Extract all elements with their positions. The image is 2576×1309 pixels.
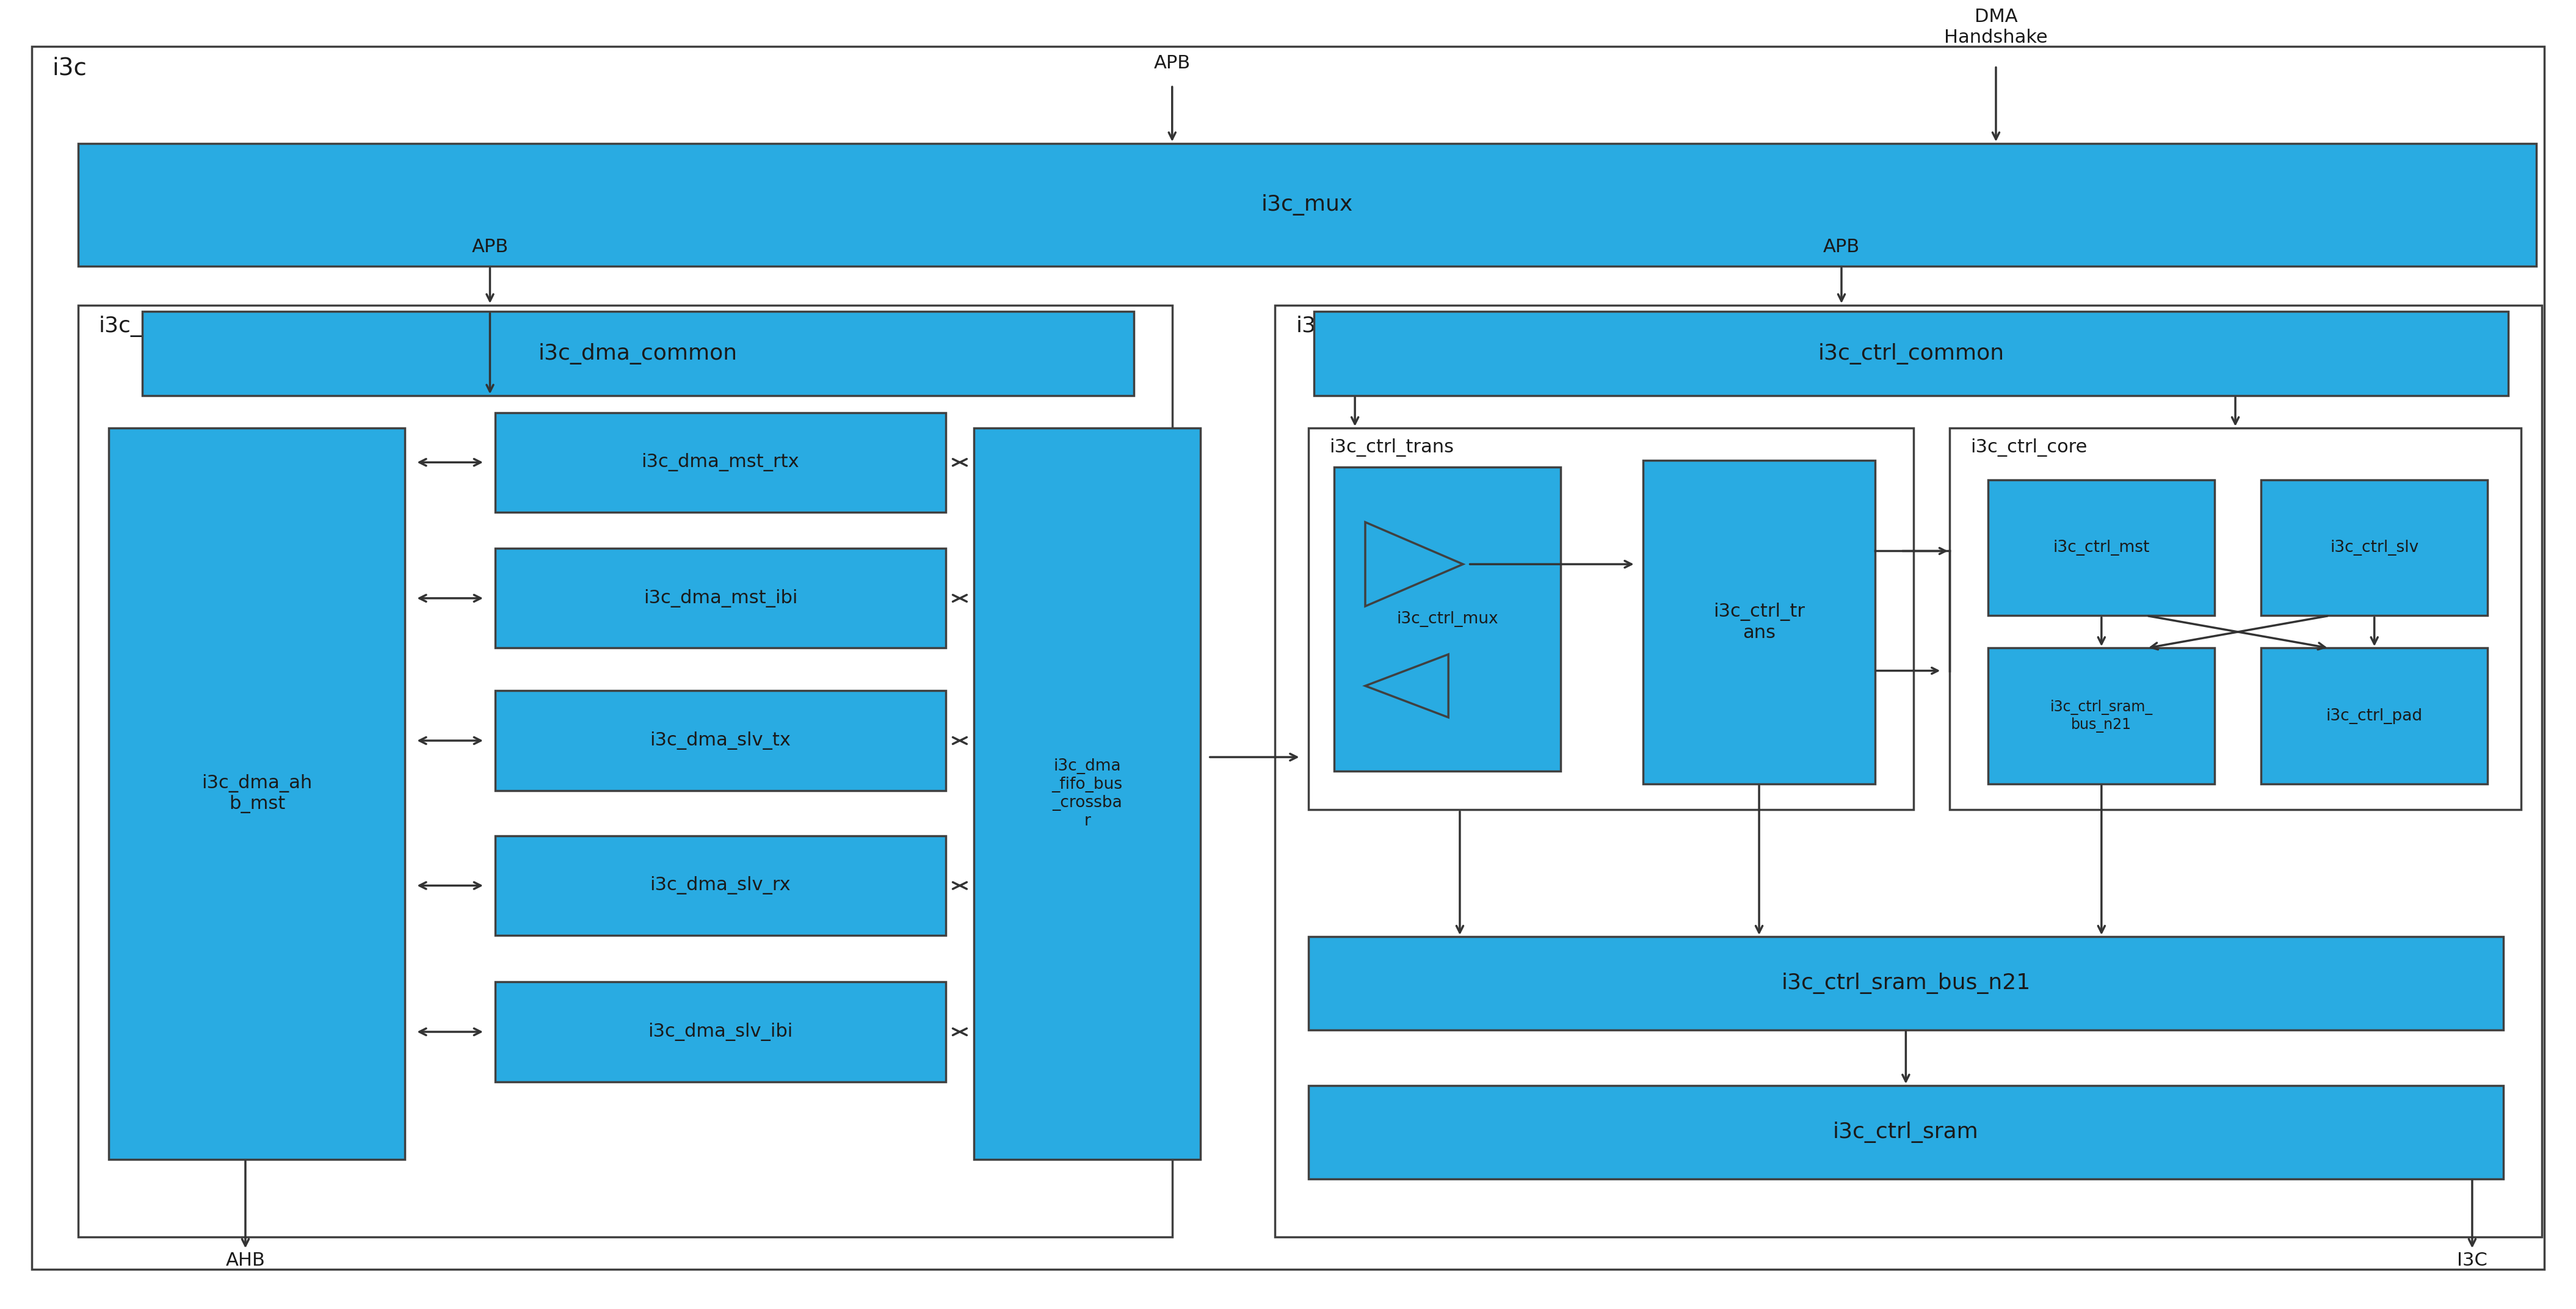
Bar (495, 691, 945, 791)
Bar (77, 305, 1172, 1237)
Bar (495, 982, 945, 1081)
Text: i3c: i3c (52, 56, 88, 80)
Bar (108, 428, 404, 1160)
Text: i3c_dma_ah
b_mst: i3c_dma_ah b_mst (201, 774, 312, 813)
Bar (1309, 937, 2504, 1030)
Text: i3c_dma_slv_ibi: i3c_dma_slv_ibi (649, 1022, 793, 1041)
Bar (495, 412, 945, 512)
Text: i3c_dma: i3c_dma (98, 315, 191, 336)
Text: i3c_ctrl_pad: i3c_ctrl_pad (2326, 708, 2421, 724)
Text: i3c_dma_slv_tx: i3c_dma_slv_tx (649, 732, 791, 750)
Bar (1334, 467, 1561, 771)
Bar (1989, 648, 2215, 784)
Text: i3c_mux: i3c_mux (1262, 194, 1352, 216)
Bar (1314, 312, 2509, 395)
Bar (1309, 1085, 2504, 1178)
Bar (495, 835, 945, 936)
Bar (1950, 428, 2522, 810)
Bar (495, 548, 945, 648)
Bar (2262, 648, 2488, 784)
Text: i3c_dma_mst_rtx: i3c_dma_mst_rtx (641, 453, 799, 471)
Text: i3c_ctrl_trans: i3c_ctrl_trans (1329, 439, 1453, 457)
Text: AHB: AHB (227, 1251, 265, 1270)
Bar (1309, 428, 1914, 810)
Text: APB: APB (471, 238, 507, 255)
Text: i3c_ctrl_sram_bus_n21: i3c_ctrl_sram_bus_n21 (1780, 973, 2030, 994)
Text: i3c_ctrl_tr
ans: i3c_ctrl_tr ans (1713, 602, 1806, 641)
Text: i3c_ctrl_sram: i3c_ctrl_sram (1834, 1122, 1978, 1143)
Bar (1275, 305, 2543, 1237)
Bar (142, 312, 1133, 395)
Text: APB: APB (1154, 55, 1190, 72)
Bar (974, 428, 1200, 1160)
Bar (1989, 480, 2215, 615)
Text: i3c_dma_slv_rx: i3c_dma_slv_rx (649, 877, 791, 895)
Text: i3c_dma_mst_ibi: i3c_dma_mst_ibi (644, 589, 799, 607)
Text: i3c_dma_common: i3c_dma_common (538, 343, 737, 364)
Polygon shape (1365, 654, 1448, 717)
Text: i3c_ctrl_mst: i3c_ctrl_mst (2053, 539, 2151, 556)
Bar (2262, 480, 2488, 615)
Polygon shape (1365, 522, 1463, 606)
Text: i3c_ctrl_sram_
bus_n21: i3c_ctrl_sram_ bus_n21 (2050, 699, 2154, 733)
Text: I3C: I3C (2458, 1251, 2488, 1270)
Bar (77, 143, 2537, 266)
Text: i3c_ctrl_core: i3c_ctrl_core (1971, 439, 2087, 457)
Text: i3c_ctrl_common: i3c_ctrl_common (1819, 343, 2004, 364)
Text: DMA
Handshake: DMA Handshake (1945, 8, 2048, 46)
Text: i3c_ctrl_slv: i3c_ctrl_slv (2331, 539, 2419, 556)
Text: i3c_ctrl: i3c_ctrl (1296, 315, 1376, 336)
Text: i3c_ctrl_mux: i3c_ctrl_mux (1396, 611, 1499, 627)
Text: i3c_dma
_fifo_bus
_crossba
r: i3c_dma _fifo_bus _crossba r (1051, 758, 1123, 829)
Text: APB: APB (1824, 238, 1860, 255)
Bar (1643, 461, 1875, 784)
